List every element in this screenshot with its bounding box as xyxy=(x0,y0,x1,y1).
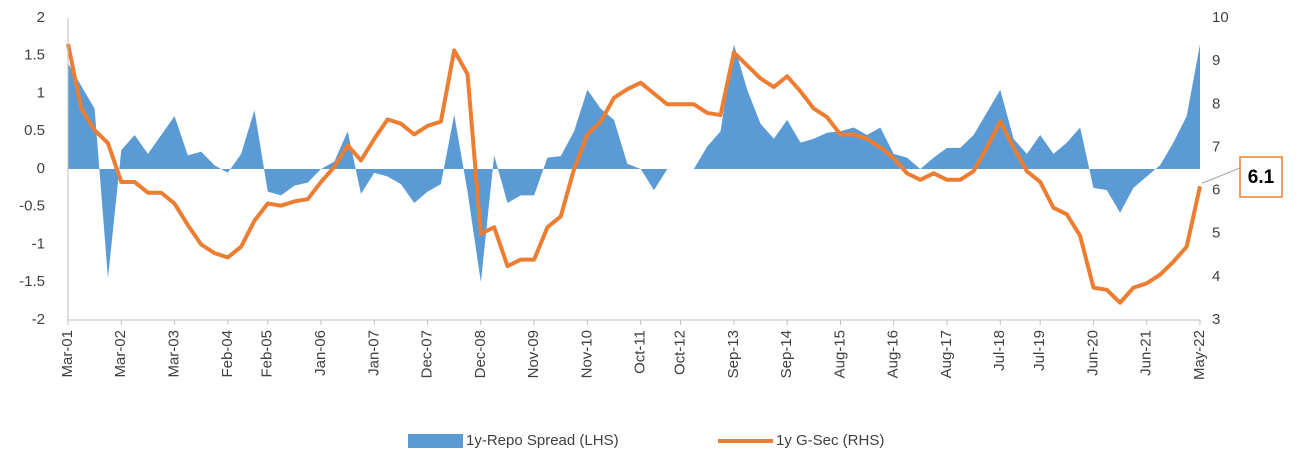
x-tick-label: Sep-14 xyxy=(778,330,795,378)
legend-swatch xyxy=(408,434,463,448)
x-tick-label: Mar-01 xyxy=(59,330,76,378)
x-tick-label: May-22 xyxy=(1191,330,1208,380)
x-tick-label: Aug-17 xyxy=(938,330,955,378)
y-tick-label: -1 xyxy=(32,235,45,252)
y-tick-label: 0 xyxy=(37,160,45,177)
y2-tick-label: 5 xyxy=(1212,225,1220,242)
x-tick-label: Mar-03 xyxy=(166,330,183,378)
x-tick-label: Jul-19 xyxy=(1031,330,1048,371)
x-tick-label: Oct-11 xyxy=(632,330,649,374)
x-tick-label: Jul-18 xyxy=(991,330,1008,371)
x-tick-label: Sep-13 xyxy=(725,330,742,378)
data-label-box xyxy=(1239,156,1283,198)
y2-tick-label: 7 xyxy=(1212,138,1220,155)
leader-line xyxy=(1201,167,1241,184)
y-tick-label: 1 xyxy=(37,84,45,101)
y2-tick-label: 8 xyxy=(1212,95,1220,112)
x-tick-label: Oct-12 xyxy=(672,330,689,375)
y2-tick-label: 4 xyxy=(1212,268,1220,285)
area xyxy=(68,44,1200,283)
data-label: 6.1 xyxy=(1248,167,1275,188)
y2-tick-label: 6 xyxy=(1212,182,1220,199)
y-tick-label: 1.5 xyxy=(24,47,45,64)
x-tick-label: Aug-16 xyxy=(885,330,902,378)
x-tick-label: Jan-07 xyxy=(365,330,382,376)
x-tick-label: Dec-08 xyxy=(472,330,489,378)
y2-tick-label: 3 xyxy=(1212,311,1220,328)
legend-label: 1y-Repo Spread (LHS) xyxy=(466,432,619,449)
y-tick-label: -1.5 xyxy=(19,273,45,290)
x-tick-label: Feb-05 xyxy=(259,330,276,378)
y-tick-label: 2 xyxy=(37,9,45,26)
x-tick-label: Nov-10 xyxy=(578,330,595,378)
legend-label: 1y G-Sec (RHS) xyxy=(776,432,884,449)
x-tick-label: Nov-09 xyxy=(525,330,542,378)
y-tick-label: -2 xyxy=(32,311,45,328)
y2-tick-label: 9 xyxy=(1212,52,1220,69)
x-tick-label: Mar-02 xyxy=(112,330,129,378)
x-tick-label: Jun-20 xyxy=(1084,330,1101,376)
x-tick-label: Feb-04 xyxy=(219,330,236,378)
y-tick-label: 0.5 xyxy=(24,122,45,139)
x-tick-label: Jan-06 xyxy=(312,330,329,376)
y-tick-label: -0.5 xyxy=(19,198,45,215)
x-tick-label: Dec-07 xyxy=(419,330,436,378)
x-tick-label: Jun-21 xyxy=(1138,330,1155,376)
x-tick-label: Aug-15 xyxy=(831,330,848,378)
y2-tick-label: 10 xyxy=(1212,9,1229,26)
line xyxy=(66,43,1202,305)
